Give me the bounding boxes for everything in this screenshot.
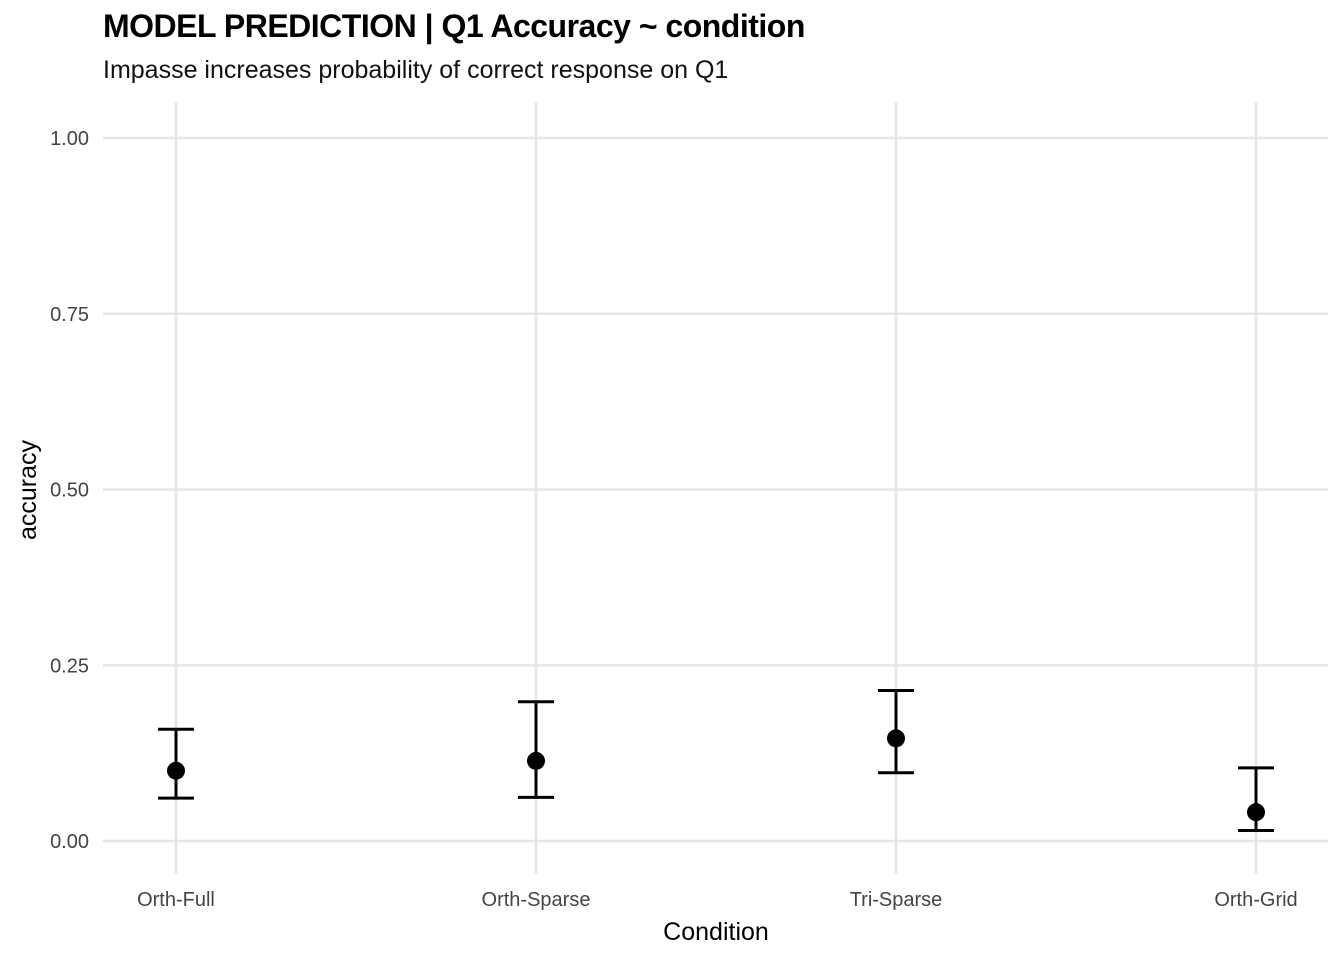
x-tick-label: Orth-Sparse [482,889,591,911]
x-tick-label: Tri-Sparse [850,889,943,911]
y-tick-label: 0.75 [50,304,89,326]
y-axis-label: accuracy [14,439,42,540]
data-point [887,729,905,748]
x-axis-label: Condition [663,918,769,946]
data-point [167,761,185,780]
data-point [1247,803,1265,822]
chart-subtitle: Impasse increases probability of correct… [103,56,729,84]
x-tick-label: Orth-Full [137,889,215,911]
y-tick-label: 0.00 [50,831,89,853]
y-tick-label: 0.50 [50,480,89,502]
data-marks [158,689,1274,832]
x-tick-label: Orth-Grid [1214,889,1297,911]
grid-lines [103,102,1328,874]
x-tick-labels: Orth-Full Orth-Sparse Tri-Sparse Orth-Grid [137,889,1298,911]
chart-title: MODEL PREDICTION | Q1 Accuracy ~ conditi… [103,8,805,44]
y-tick-label: 0.25 [50,655,89,677]
y-tick-label: 1.00 [50,128,89,150]
y-tick-labels: 0.00 0.25 0.50 0.75 1.00 [50,128,89,853]
data-point [527,751,545,770]
